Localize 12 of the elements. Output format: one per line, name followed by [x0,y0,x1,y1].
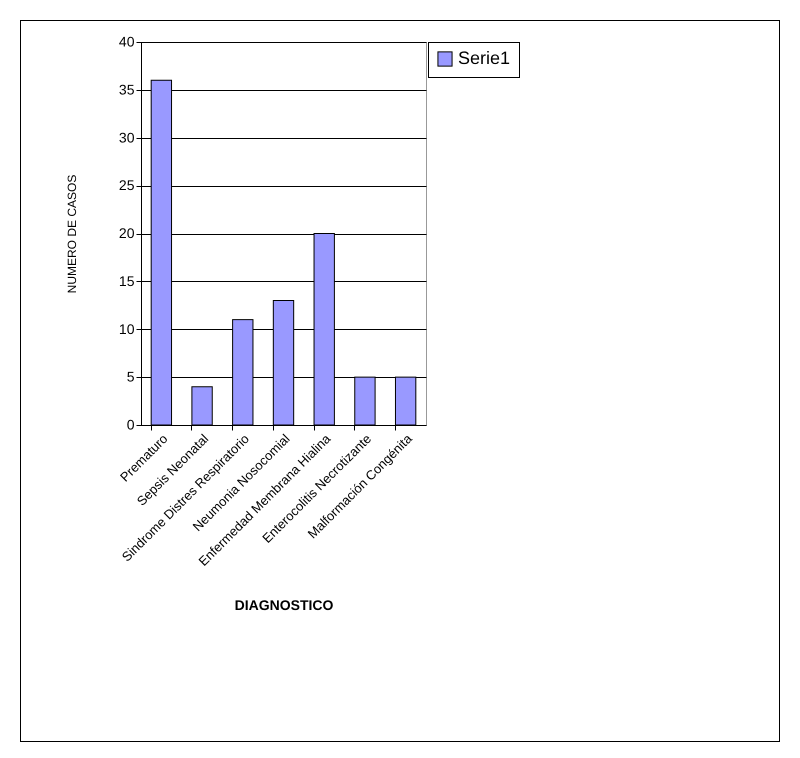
y-tick-label: 0 [126,416,135,432]
y-tick-label: 25 [118,177,135,194]
y-tick-label: 20 [118,225,135,241]
legend-label: Serie1 [458,48,510,68]
y-tick-label: 35 [118,81,135,98]
y-tick-label: 30 [118,129,135,146]
y-tick-label: 40 [118,34,135,50]
y-tick-label: 15 [118,272,135,289]
y-tick-label: 10 [118,320,135,337]
x-axis-title: DIAGNOSTICO [234,596,334,613]
y-tick-label: 5 [126,368,135,385]
y-axis-title: NUMERO DE CASOS [64,174,79,294]
